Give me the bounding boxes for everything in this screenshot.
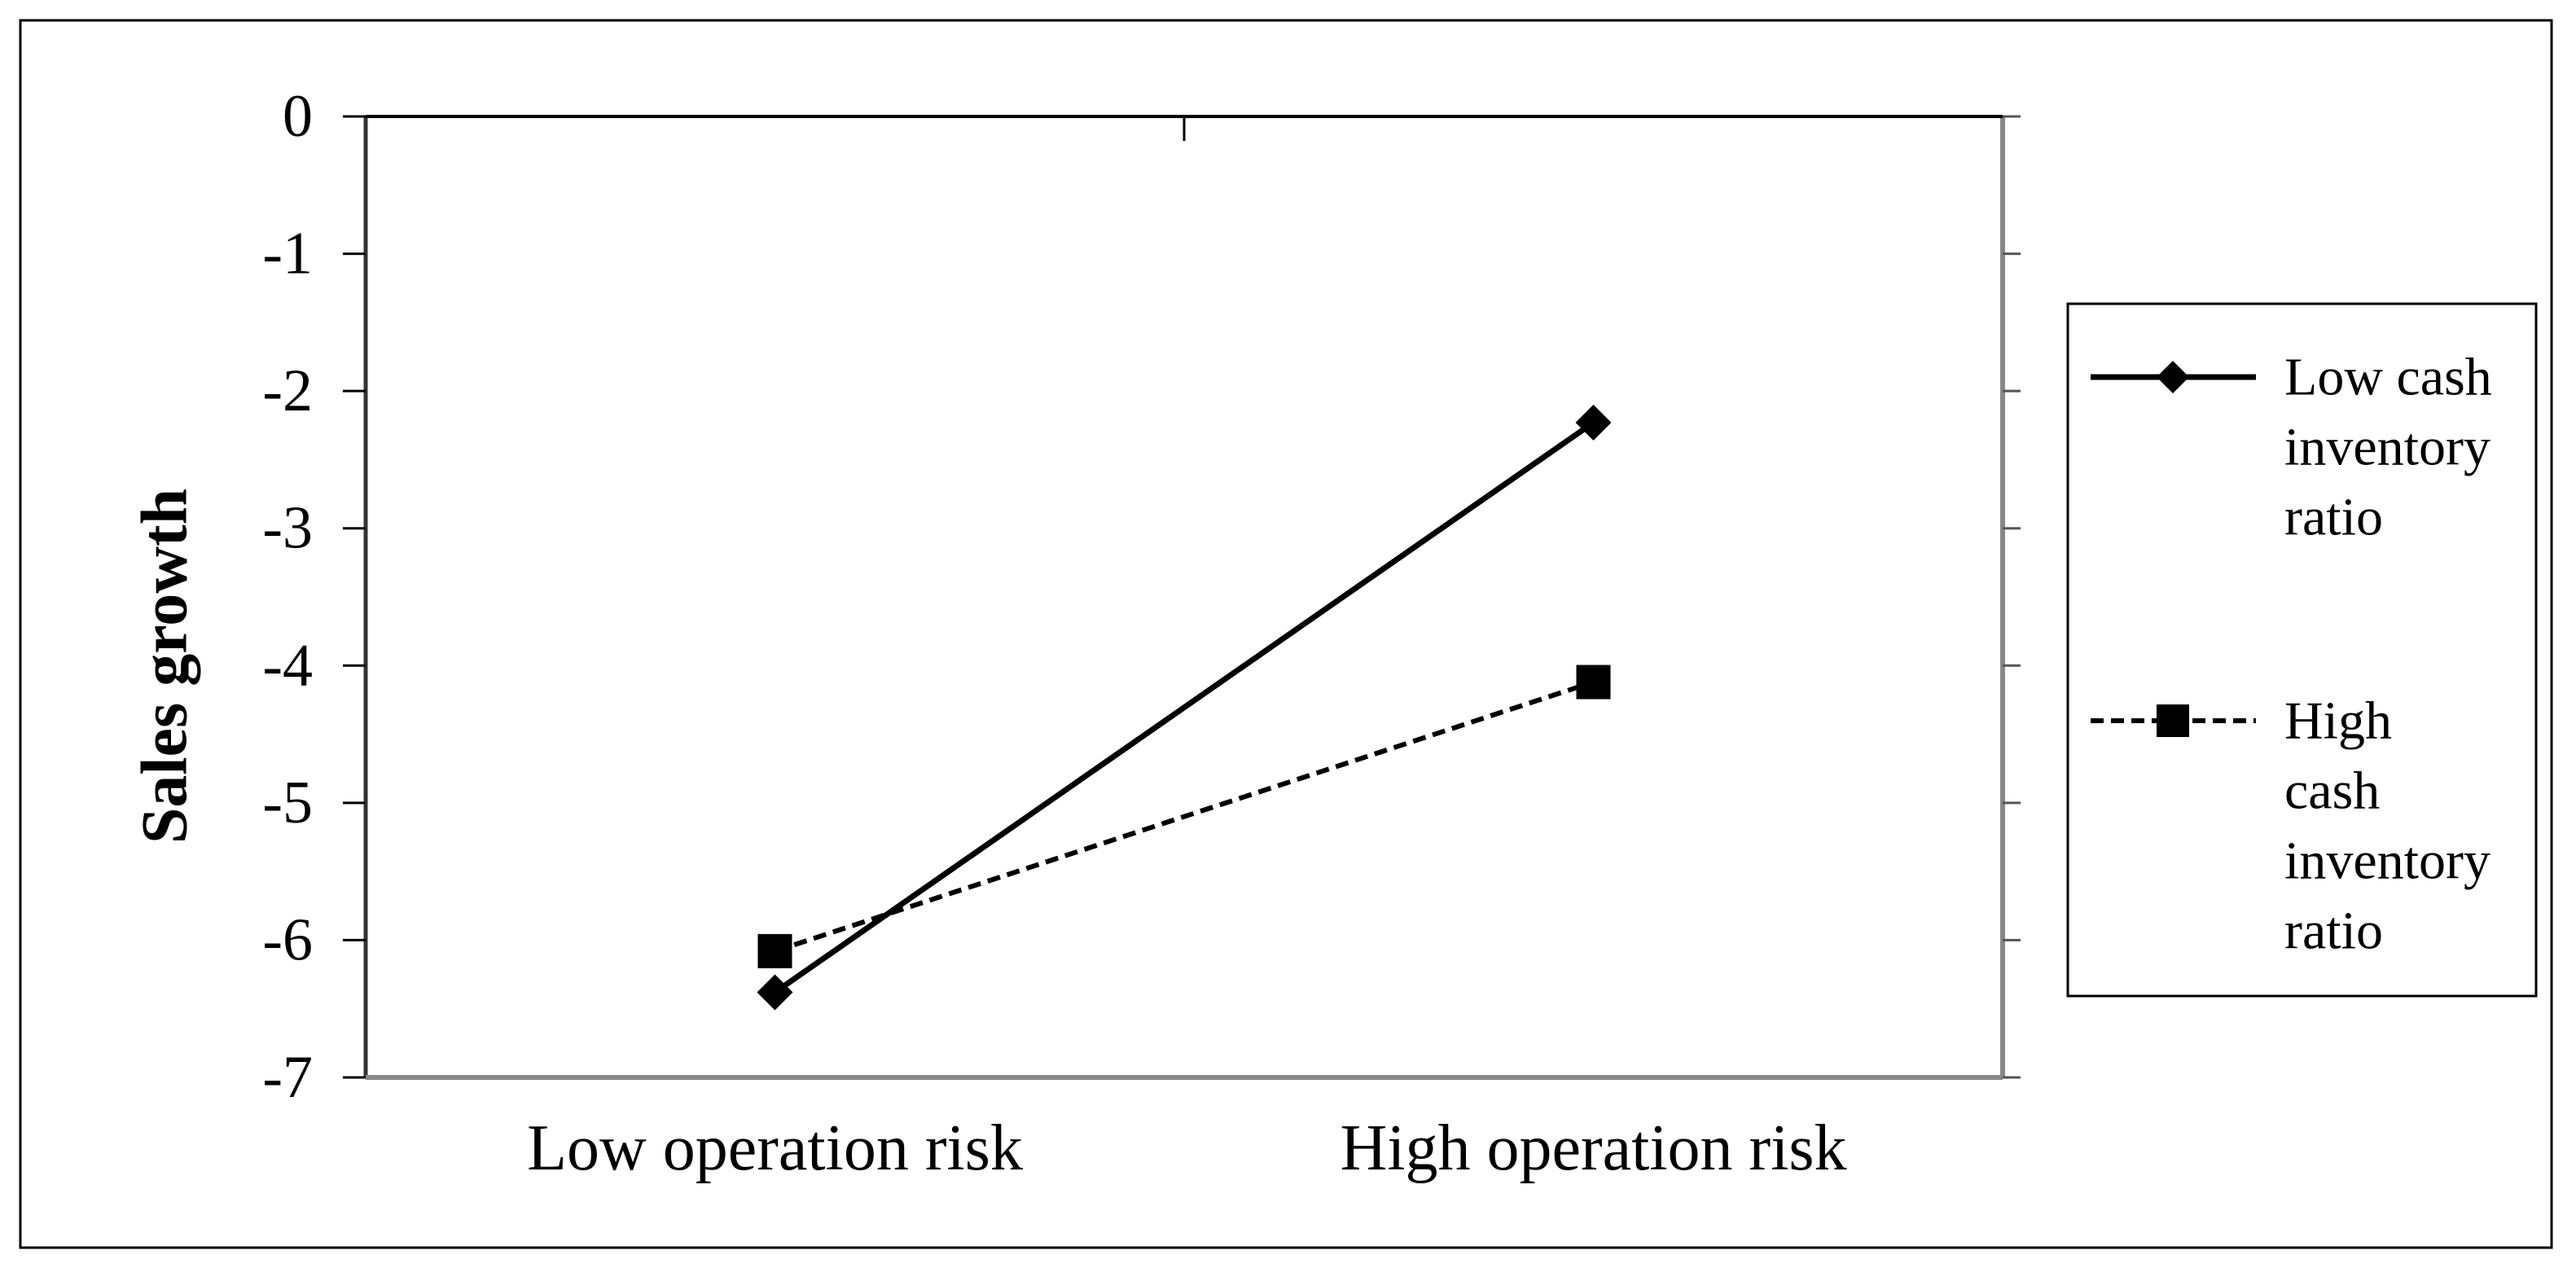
legend-label: inventory: [2284, 831, 2490, 891]
y-tick-label: -4: [262, 632, 313, 699]
square-marker: [1576, 665, 1611, 700]
diamond-marker: [2157, 361, 2189, 393]
legend-box: [2066, 302, 2538, 998]
y-tick-label: -5: [262, 770, 313, 836]
diamond-marker: [1575, 404, 1612, 441]
legend-item-1: Low cash inventory ratio: [2091, 348, 2492, 547]
y-tick-label: -1: [262, 221, 313, 287]
diamond-marker: [757, 974, 793, 1011]
series-2: [757, 665, 1611, 968]
square-marker: [757, 933, 792, 968]
x-category-label: Low operation risk: [527, 1112, 1023, 1184]
series-line: [773, 420, 1595, 995]
y-tick-label: -2: [262, 358, 313, 424]
x-category-label: High operation risk: [1340, 1112, 1846, 1184]
legend-label: High: [2284, 691, 2392, 751]
series-layer: [757, 404, 1612, 1011]
x-axis: Low operation risk High operation risk: [527, 116, 1847, 1184]
legend-item-2: High cash inventory ratio: [2091, 691, 2490, 961]
legend: Low cash inventory ratio High cash inventory r…: [2066, 302, 2538, 998]
y-tick-label: -7: [262, 1044, 313, 1111]
y-tick-label: -3: [262, 495, 313, 562]
legend-label: cash: [2284, 761, 2380, 821]
y-tick-label: -6: [262, 906, 313, 973]
y-tick-label: 0: [283, 83, 313, 150]
y-axis-label: Sales growth: [129, 489, 200, 844]
legend-label: inventory: [2284, 418, 2490, 477]
series-1: [757, 404, 1612, 1011]
y-axis: 0 -1 -2 -3 -4 -5 -6 -7: [262, 83, 2021, 1111]
series-line: [774, 679, 1595, 954]
square-marker: [2157, 704, 2189, 737]
legend-label: ratio: [2284, 902, 2383, 961]
legend-label: Low cash: [2284, 348, 2492, 407]
legend-label: ratio: [2284, 488, 2383, 547]
